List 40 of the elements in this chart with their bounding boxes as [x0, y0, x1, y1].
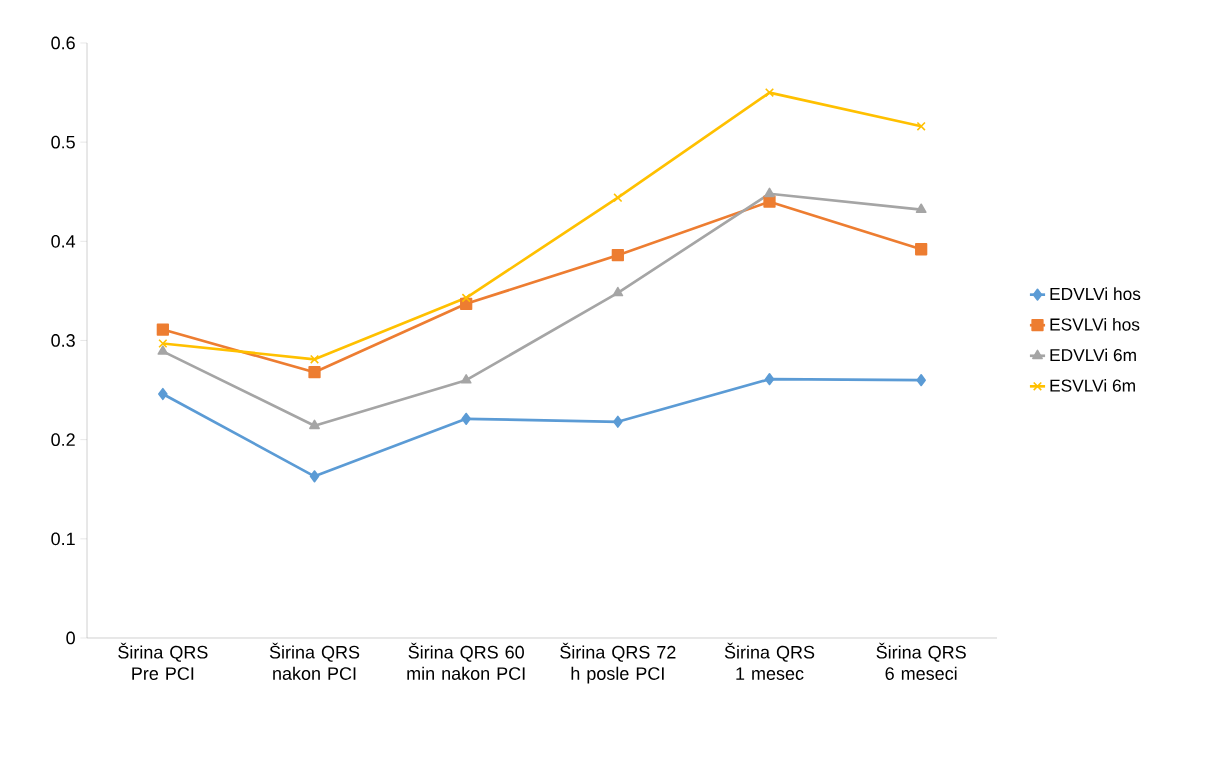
point — [308, 366, 321, 379]
point — [158, 338, 168, 349]
y-tick-label: 0.2 — [51, 433, 75, 447]
x-tick-label: Širina QRS nakon PCI — [269, 642, 360, 680]
legend-label: ESVLVi 6m — [1050, 379, 1135, 392]
point — [764, 187, 775, 198]
legend-label: EDVLVi 6m — [1050, 348, 1136, 362]
point — [309, 419, 320, 430]
point — [156, 323, 169, 336]
point — [309, 354, 320, 364]
point — [157, 345, 169, 355]
y-tick-label: 0.5 — [51, 135, 75, 149]
point — [763, 195, 776, 208]
point — [309, 470, 320, 483]
point — [611, 249, 624, 262]
point — [916, 121, 926, 131]
y-tick-label: 0.1 — [51, 532, 75, 546]
x-tick-label: Širina QRS 72 h posle PCI — [560, 642, 676, 684]
x-tick-label: Širina QRS 6 meseci — [876, 642, 966, 680]
x-tick-label: Širina QRS 60 min nakon PCI — [407, 642, 525, 680]
point — [613, 193, 623, 203]
y-tick-label: 0.6 — [51, 36, 75, 50]
point — [460, 374, 472, 384]
point — [915, 243, 928, 256]
y-tick-label: 0.4 — [51, 234, 76, 248]
y-tick-label: 0.3 — [51, 334, 75, 347]
point — [764, 88, 775, 98]
point — [916, 374, 926, 387]
point — [915, 203, 927, 214]
point — [158, 387, 168, 401]
point — [461, 412, 471, 425]
y-tick-label: 0 — [66, 631, 75, 645]
x-tick-label: Širina QRS Pre PCI — [118, 642, 208, 680]
legend-label: ESVLVi hos — [1050, 317, 1140, 331]
point — [461, 293, 471, 303]
point — [612, 286, 624, 297]
x-tick-label: Širina QRS 1 mesec — [724, 642, 815, 680]
legend-label: EDVLVi hos — [1050, 287, 1141, 301]
point — [613, 415, 623, 428]
point — [764, 373, 775, 386]
